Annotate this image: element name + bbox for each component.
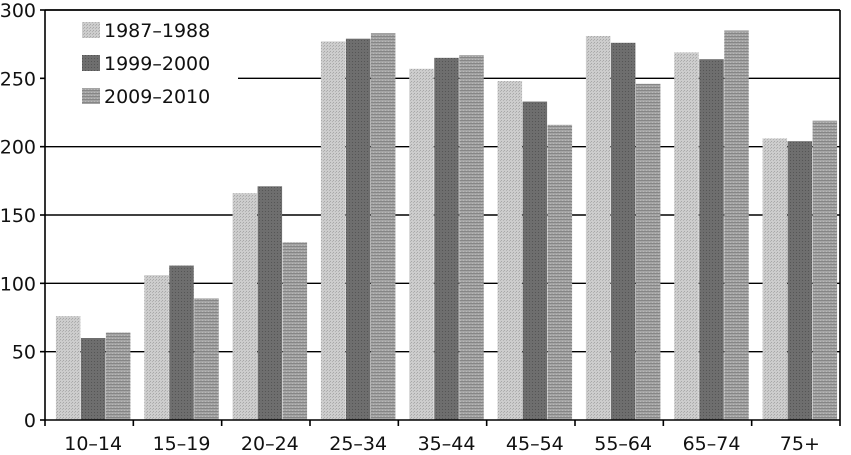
axes [40,9,841,426]
legend: 1987–1988 1999–2000 2009–2010 [82,20,210,108]
y-tick-label: 150 [0,205,36,227]
y-tick-label: 250 [0,68,36,90]
legend-label: 1999–2000 [104,53,210,75]
y-tick-label: 300 [0,0,36,22]
bar-65–74-1999–2000 [699,59,724,420]
bars [55,30,838,421]
x-tick-label: 10–14 [64,433,122,455]
x-tick-label: 45–54 [506,433,564,455]
x-tick-label: 20–24 [241,433,299,455]
bar-15–19-1987–1988 [144,275,169,420]
bar-15–19-2009–2010 [194,298,219,420]
bar-35–44-1999–2000 [434,57,459,420]
bar-25–34-1987–1988 [320,41,346,420]
bar-45–54-2009–2010 [547,124,573,421]
bar-15–19-1999–2000 [169,265,194,420]
bar-65–74-1987–1988 [674,52,699,420]
y-tick-label: 100 [0,273,36,295]
x-tick-label: 35–44 [418,433,476,455]
bar-75+-1987–1988 [762,138,788,420]
x-tick-label: 55–64 [594,433,652,455]
bar-20–24-2009–2010 [282,242,308,420]
bar-20–24-1999–2000 [257,186,283,420]
bar-25–34-1999–2000 [345,38,371,420]
y-tick-label: 200 [0,137,36,159]
bar-10–14-1987–1988 [55,316,81,420]
bar-35–44-2009–2010 [459,55,484,420]
bar-20–24-1987–1988 [232,193,258,420]
x-tick-label: 75+ [780,433,820,455]
legend-label: 2009–2010 [104,86,210,108]
bar-55–64-1999–2000 [610,42,636,421]
x-tick-label: 15–19 [153,433,211,455]
tick-labels: 0 50 100 150 200 250 300 10–14 15–19 20–24 25–34 35… [0,0,820,455]
bar-25–34-2009–2010 [370,33,396,420]
x-tick-label: 65–74 [683,433,741,455]
legend-swatch-2009–2010 [82,88,100,104]
x-tick-label: 25–34 [329,433,387,455]
legend-swatch-1987–1988 [82,22,100,38]
bar-35–44-1987–1988 [409,68,434,421]
legend-label: 1987–1988 [104,20,210,42]
bar-65–74-2009–2010 [724,30,749,420]
bar-45–54-1999–2000 [522,101,548,421]
legend-swatch-1999–2000 [82,55,100,71]
y-tick-label: 50 [12,342,36,364]
y-tick-label: 0 [24,410,36,432]
bar-75+-2009–2010 [812,120,838,420]
bar-55–64-2009–2010 [635,83,661,421]
bar-10–14-1999–2000 [80,338,106,420]
bar-10–14-2009–2010 [105,332,131,420]
bar-55–64-1987–1988 [585,35,611,420]
bar-75+-1999–2000 [787,141,813,420]
bar-45–54-1987–1988 [497,81,523,421]
